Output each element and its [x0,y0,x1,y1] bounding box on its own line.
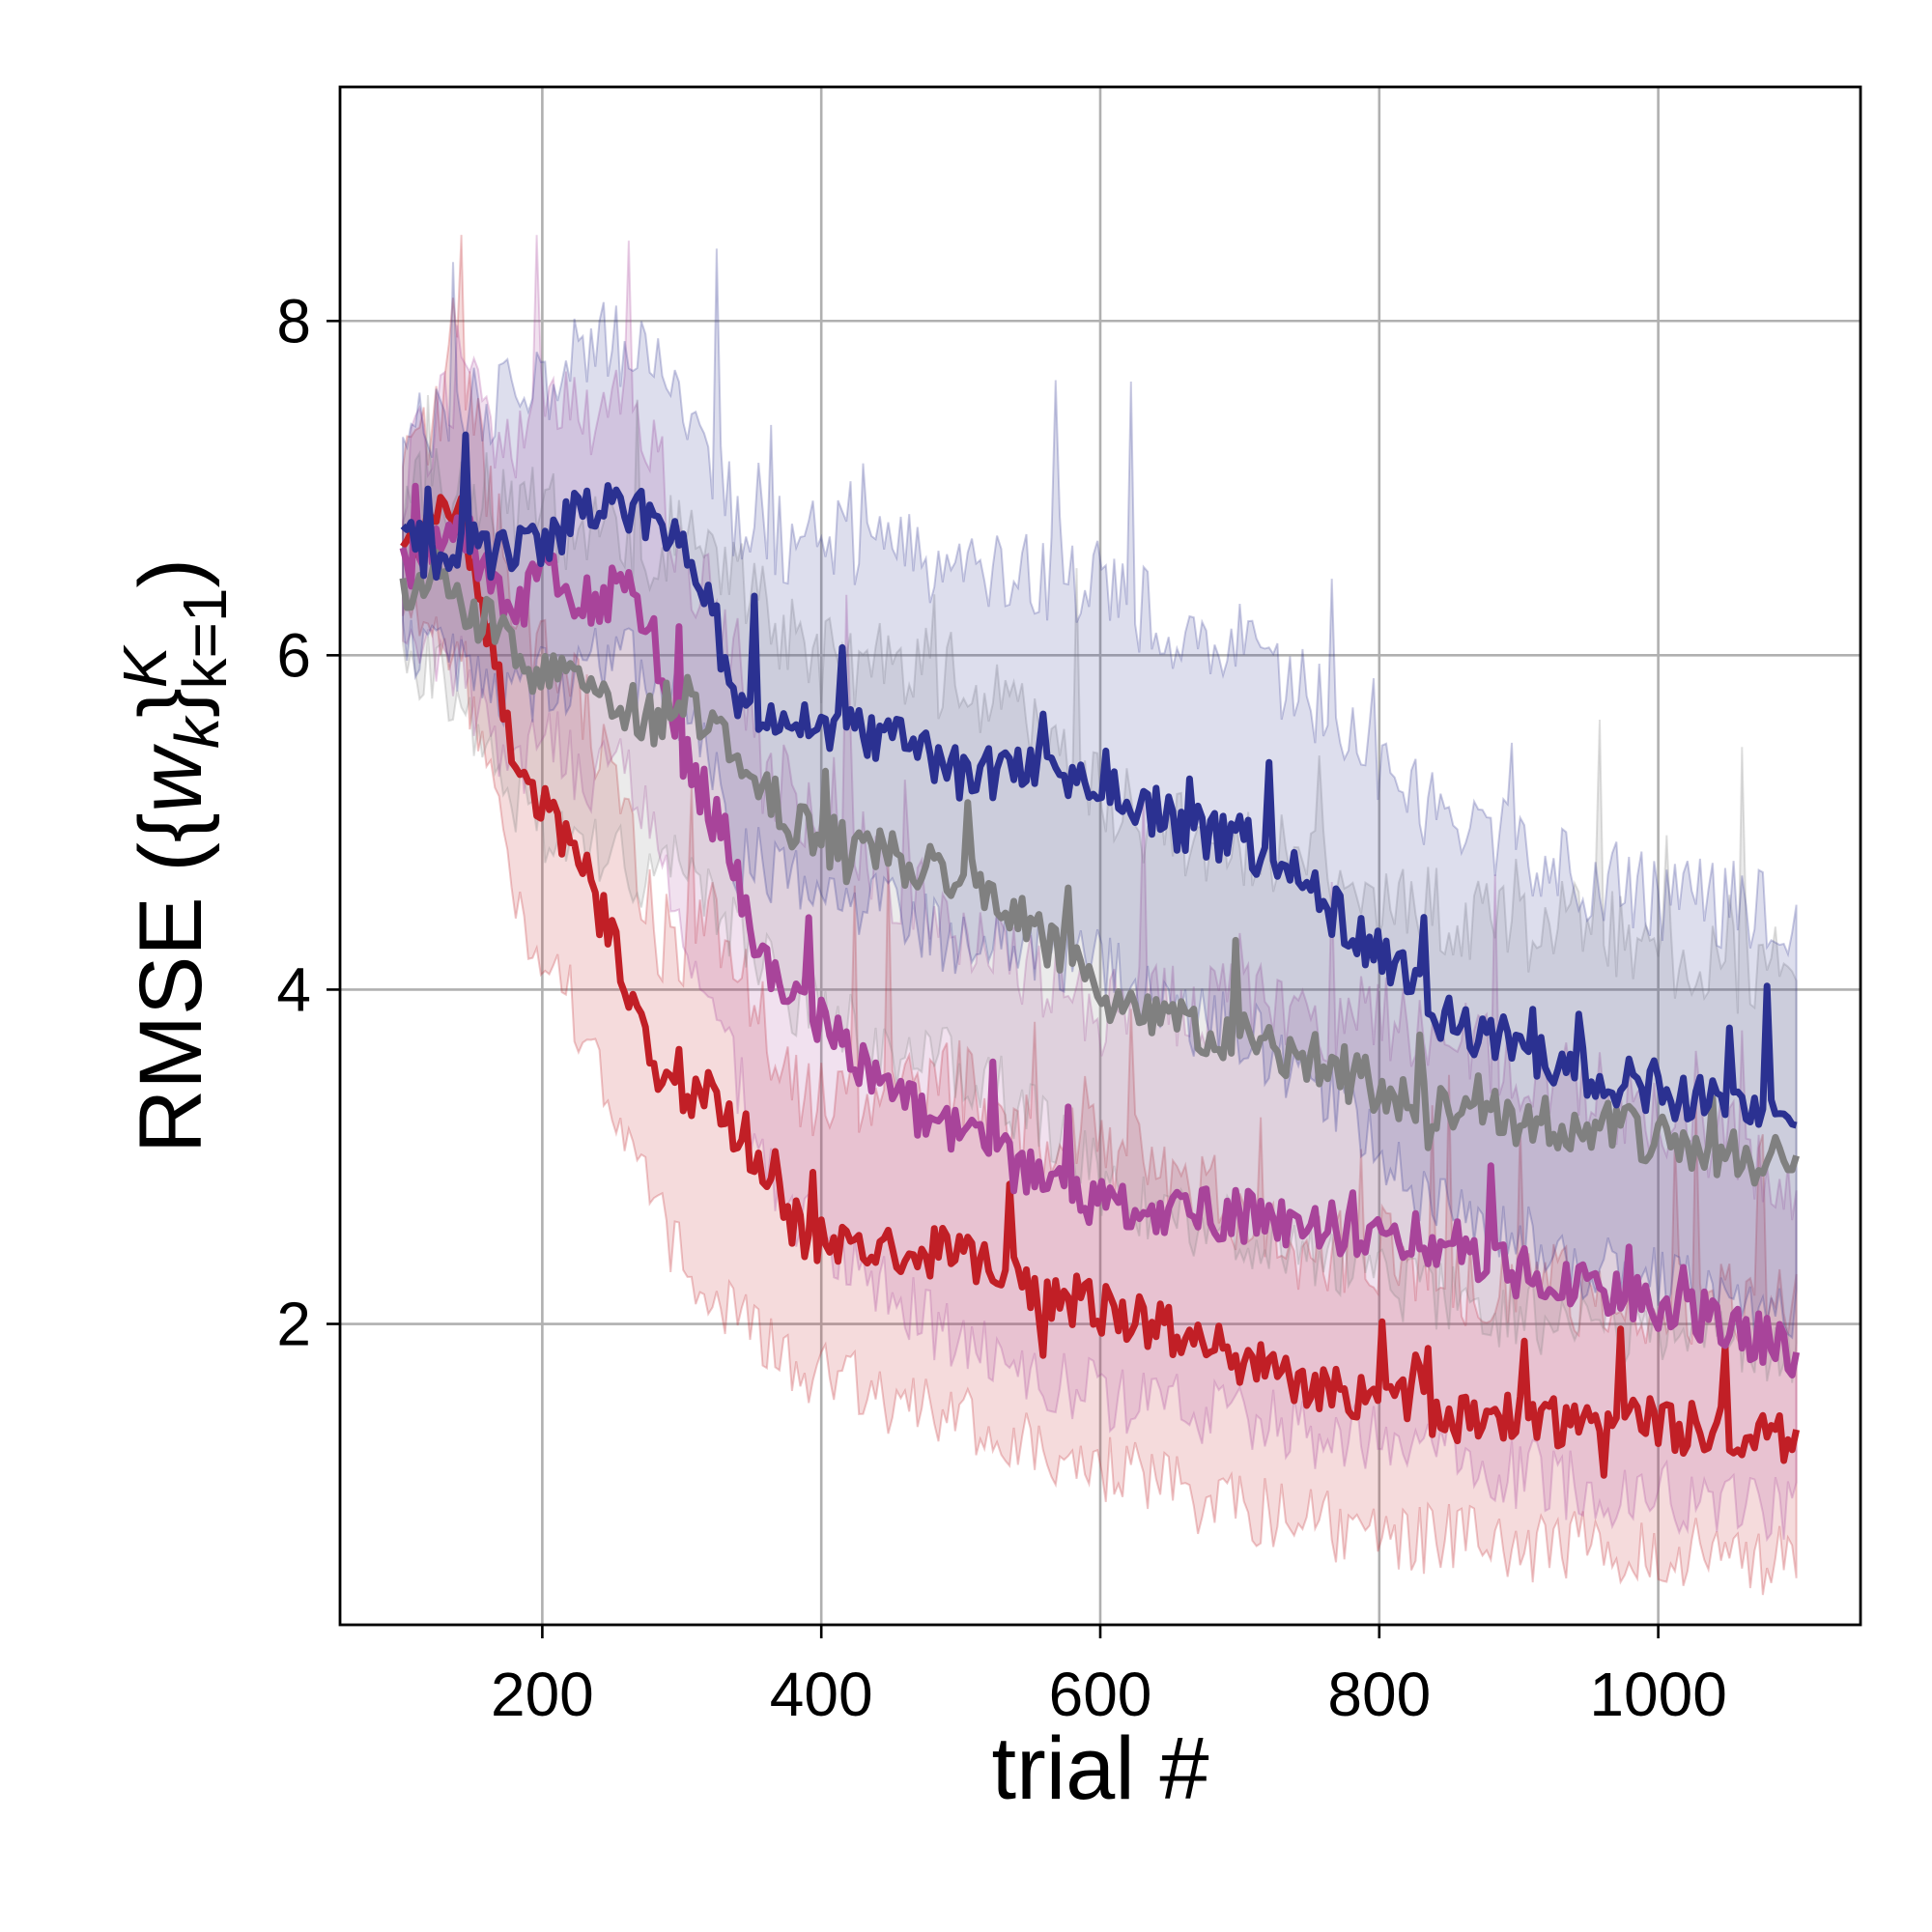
y-tick-label: 6 [276,620,311,690]
y-tick-label: 8 [276,286,311,355]
x-tick-label: 1000 [1589,1660,1726,1729]
series-2-line [399,482,1801,1378]
x-tick-label: 400 [770,1660,873,1729]
series-1-band [402,235,1798,1596]
y-axis-label: RMSE ({wk}Kk=1) [110,558,240,1153]
x-tick-label: 200 [491,1660,594,1729]
y-tick-label: 2 [276,1290,311,1359]
axis-ticks: 200 400 600 800 1000 2 4 6 8 [276,286,1726,1729]
series-lines [399,431,1801,1479]
series-4-line [400,431,1798,1129]
x-axis-label: trial # [992,1719,1209,1818]
y-tick-label: 4 [276,954,311,1024]
x-tick-label: 800 [1327,1660,1431,1729]
x-tick-label: 600 [1049,1660,1152,1729]
series-2-band [402,235,1798,1543]
series-3-line [399,549,1800,1187]
series-1-line [400,494,1801,1479]
